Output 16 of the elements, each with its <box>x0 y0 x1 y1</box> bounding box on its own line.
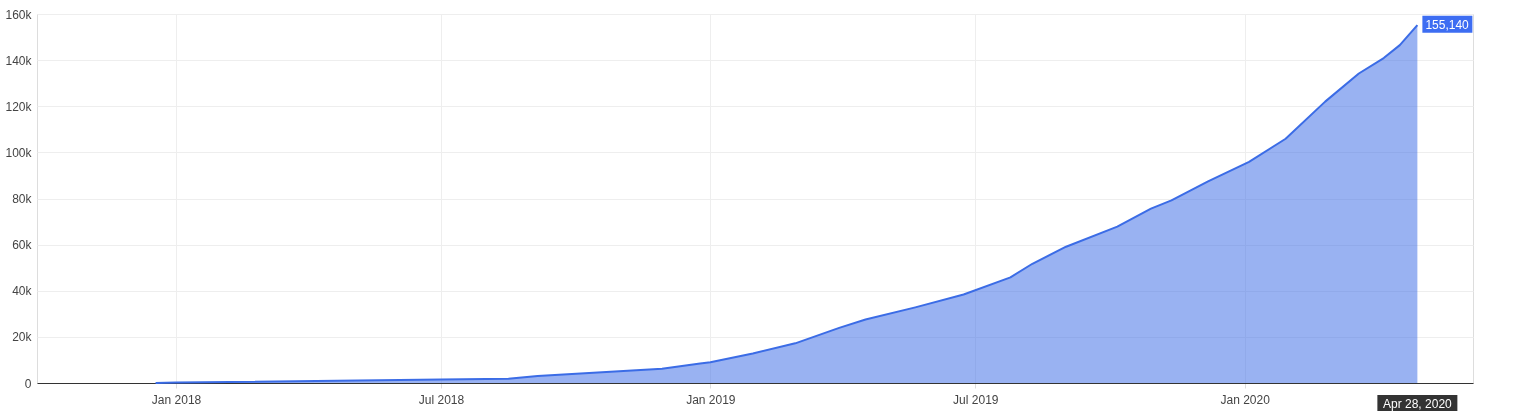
x-tick-label: Jul 2019 <box>953 392 999 407</box>
y-tick-label: 40k <box>12 284 33 299</box>
y-tick-label: 60k <box>12 238 33 253</box>
y-tick-label: 100k <box>5 145 33 160</box>
y-tick-label: 0 <box>24 376 32 391</box>
annotation: 155,140 <box>1425 18 1470 33</box>
x-tick-label: Jan 2018 <box>151 392 202 407</box>
x-tick-label: Jan 2019 <box>686 392 736 407</box>
y-tick-label: 120k <box>5 99 33 114</box>
text: Apr 28, 2020 <box>1383 397 1453 411</box>
y-tick-label: 20k <box>12 330 33 345</box>
x-tick-label: Jan 2020 <box>1220 392 1271 407</box>
y-tick-label: 140k <box>5 53 33 68</box>
y-tick-label: 160k <box>5 7 33 22</box>
x-tick-label: Jul 2018 <box>418 392 465 407</box>
y-tick-label: 80k <box>12 192 33 206</box>
